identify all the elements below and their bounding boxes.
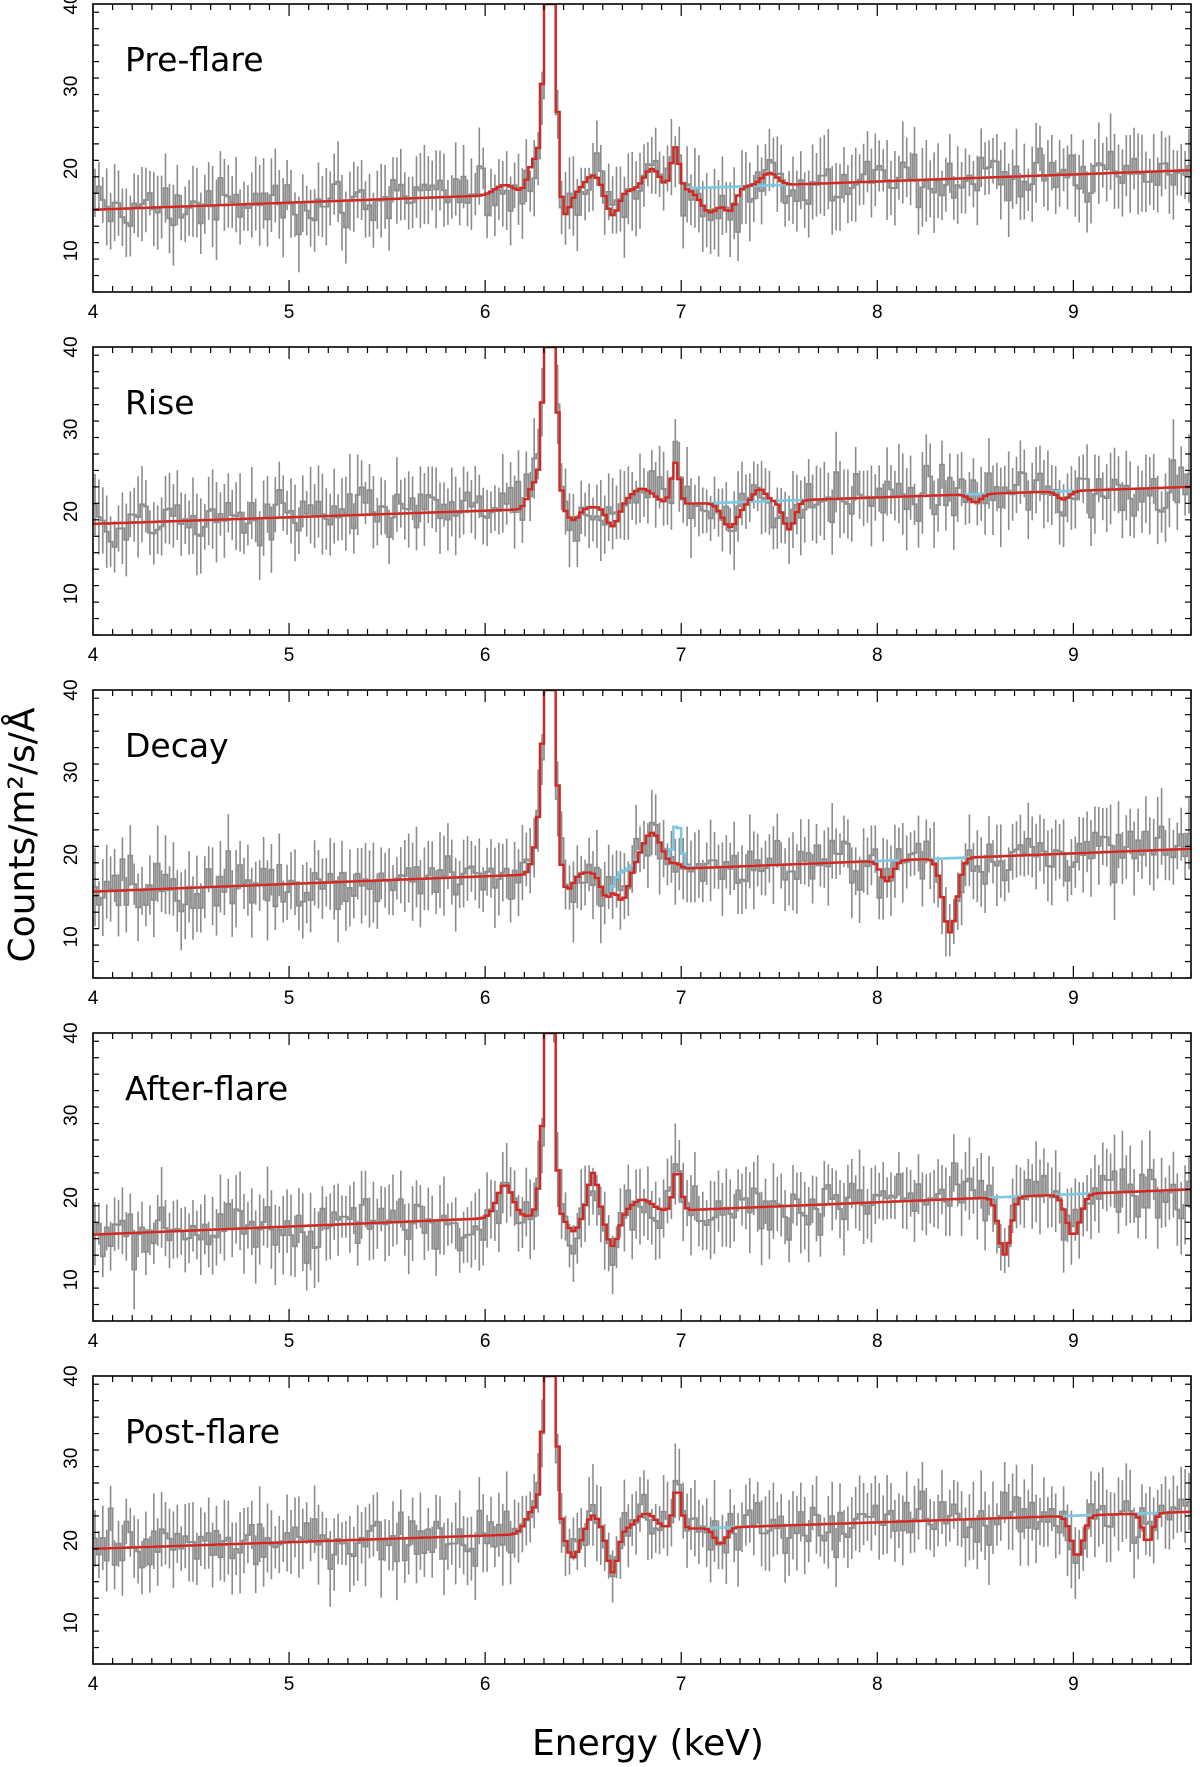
x-tick-label: 6	[480, 645, 491, 666]
data-spectrum	[93, 1033, 1191, 1271]
y-tick-label: 40	[61, 1365, 82, 1386]
absorption-model-line	[93, 1033, 1191, 1256]
plot-area	[93, 4, 1191, 273]
panel-title: Pre-flare	[125, 40, 264, 79]
panel-title: After-flare	[125, 1069, 288, 1108]
plot-area	[93, 690, 1191, 957]
x-tick-label: 7	[676, 645, 687, 666]
x-tick-label: 5	[284, 645, 295, 666]
spectrum-panel: 4 5 6 7 8 9 10 20 30 40 Decay	[61, 679, 1192, 1009]
y-tick-label: 10	[61, 1269, 82, 1290]
x-axis-title: Energy (keV)	[532, 1723, 764, 1764]
data-spectrum	[93, 690, 1191, 931]
x-tick-label: 8	[872, 1674, 883, 1695]
panel-title: Post-flare	[125, 1412, 280, 1451]
spectrum-panel: 4 5 6 7 8 9 10 20 30 40 Pre-flare	[61, 0, 1192, 323]
x-tick-label: 4	[88, 645, 99, 666]
x-tick-label: 5	[284, 1674, 295, 1695]
data-spectrum	[93, 4, 1191, 236]
y-tick-label: 20	[61, 1530, 82, 1551]
panel-title: Rise	[125, 383, 195, 422]
y-tick-label: 10	[61, 583, 82, 604]
absorption-model-line	[93, 4, 1191, 217]
panel-stack: 4 5 6 7 8 9 10 20 30 40 Pre-flare 4 5 6 7 8 9 10 20 30 40 Ris…	[61, 0, 1192, 1695]
x-tick-label: 5	[284, 302, 295, 323]
x-tick-label: 8	[872, 645, 883, 666]
x-tick-label: 8	[872, 988, 883, 1009]
x-tick-label: 7	[676, 1674, 687, 1695]
x-tick-label: 8	[872, 1331, 883, 1352]
x-tick-label: 9	[1068, 988, 1079, 1009]
plot-area	[93, 1376, 1191, 1607]
x-tick-label: 7	[676, 1331, 687, 1352]
spectrum-panel: 4 5 6 7 8 9 10 20 30 40 Post-flare	[61, 1365, 1192, 1695]
y-tick-label: 30	[61, 1105, 82, 1126]
y-tick-label: 20	[61, 1187, 82, 1208]
x-tick-label: 5	[284, 1331, 295, 1352]
y-tick-label: 30	[61, 76, 82, 97]
y-tick-label: 20	[61, 501, 82, 522]
y-tick-label: 10	[61, 240, 82, 261]
x-tick-label: 9	[1068, 645, 1079, 666]
y-tick-label: 40	[61, 0, 82, 15]
y-tick-label: 20	[61, 158, 82, 179]
panel-frame	[92, 689, 1192, 979]
x-tick-label: 4	[88, 988, 99, 1009]
x-tick-label: 6	[480, 988, 491, 1009]
error-bars	[94, 1399, 1190, 1607]
y-tick-label: 10	[61, 1612, 82, 1633]
y-tick-label: 30	[61, 1448, 82, 1469]
x-tick-label: 4	[88, 1674, 99, 1695]
plot-area	[93, 1033, 1191, 1310]
y-axis-title: Counts/m²/s/Å	[0, 707, 43, 962]
x-tick-label: 6	[480, 302, 491, 323]
spectrum-panel: 4 5 6 7 8 9 10 20 30 40 After-flare	[61, 1022, 1192, 1352]
spectrum-panel: 4 5 6 7 8 9 10 20 30 40 Rise	[61, 336, 1192, 666]
y-tick-label: 20	[61, 844, 82, 865]
error-bars	[94, 734, 1190, 957]
x-tick-label: 7	[676, 988, 687, 1009]
absorption-model-line	[93, 690, 1191, 934]
x-tick-label: 9	[1068, 302, 1079, 323]
x-tick-label: 8	[872, 302, 883, 323]
x-tick-label: 6	[480, 1674, 491, 1695]
x-tick-label: 6	[480, 1331, 491, 1352]
x-tick-label: 4	[88, 302, 99, 323]
x-tick-label: 7	[676, 302, 687, 323]
plot-area	[93, 347, 1191, 580]
absorption-model-line	[93, 347, 1191, 531]
y-tick-label: 40	[61, 679, 82, 700]
x-tick-label: 9	[1068, 1674, 1079, 1695]
data-spectrum	[93, 1376, 1191, 1578]
y-tick-label: 30	[61, 762, 82, 783]
x-tick-label: 9	[1068, 1331, 1079, 1352]
x-tick-label: 4	[88, 1331, 99, 1352]
y-tick-label: 40	[61, 1022, 82, 1043]
y-tick-label: 30	[61, 419, 82, 440]
y-tick-label: 40	[61, 336, 82, 357]
x-tick-label: 5	[284, 988, 295, 1009]
y-tick-label: 10	[61, 926, 82, 947]
absorption-model-line	[93, 1376, 1191, 1574]
panel-title: Decay	[125, 726, 229, 765]
